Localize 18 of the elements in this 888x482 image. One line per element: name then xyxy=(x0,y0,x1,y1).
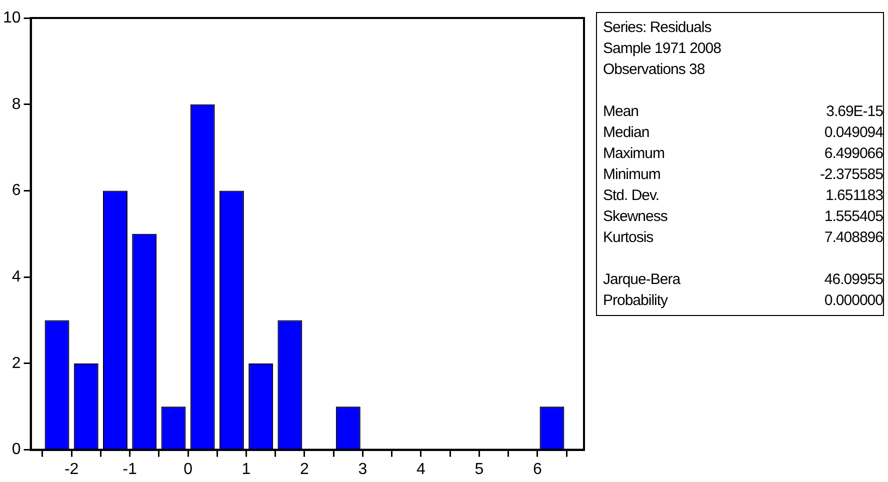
x-tick-label: 3 xyxy=(358,460,368,478)
y-tick-label: 2 xyxy=(12,354,21,372)
x-tick-label: 6 xyxy=(532,460,542,478)
y-tick-label: 10 xyxy=(3,9,21,26)
text: Series: Residuals Sample 1971 2008 Observations 38 xyxy=(603,18,721,80)
text: Mean 3.69E-15 Median 0.049094 Maximum 6.499066 Minimum -2.375585 Std. Dev. 1.651183 Skewness 1.555405 Kurtosis 7.408896 xyxy=(603,103,883,246)
x-tick-label: -1 xyxy=(122,460,137,478)
y-tick-label: 8 xyxy=(12,96,21,113)
x-tick-label: 1 xyxy=(242,460,251,478)
y-tick-label: 6 xyxy=(12,182,21,200)
x-tick-label: 5 xyxy=(474,460,484,478)
text: Jarque-Bera 46.09955 Probability 0.000000 xyxy=(603,271,883,309)
y-tick-label: 0 xyxy=(12,441,21,458)
y-tick-label: 4 xyxy=(12,268,21,286)
x-tick-label: 2 xyxy=(300,460,310,478)
x-tick-label: 0 xyxy=(184,460,193,478)
x-tick-label: 4 xyxy=(416,460,426,478)
x-tick-label: -2 xyxy=(64,460,79,478)
